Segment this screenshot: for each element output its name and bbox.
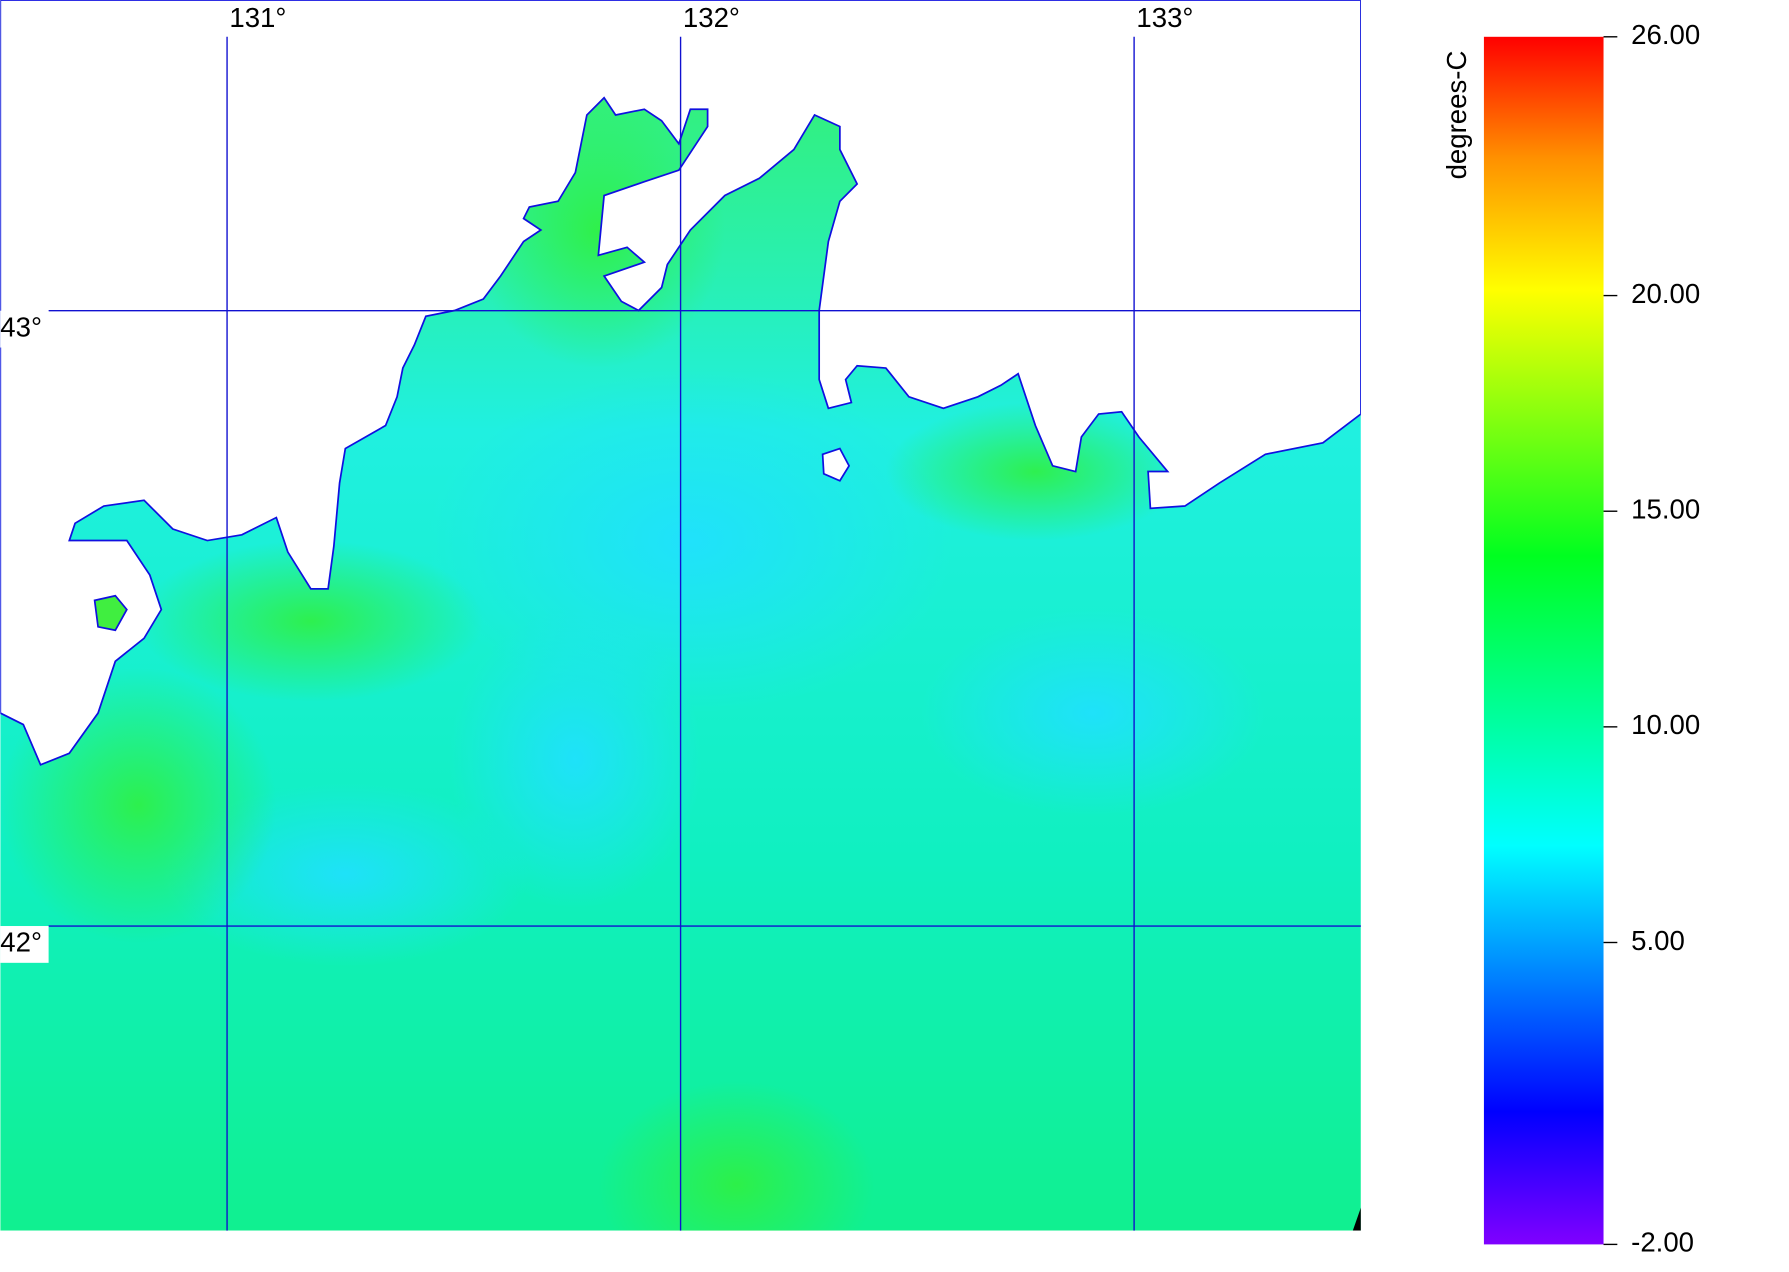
island-water [93,594,128,632]
graticule [48,36,1361,1231]
land-corner [1352,1207,1361,1231]
latitude-label: 42° [0,927,42,958]
latitude-label: 43° [0,311,42,342]
cold-eddy [920,609,1266,817]
label-background [0,926,49,963]
longitude-label: 133° [1136,2,1193,33]
labels: 131° 132° 133° 43° 42° 26.00 20.00 15.00 10.00 5.… [0,2,1700,1258]
warm-water [598,1081,875,1231]
longitude-label: 132° [683,2,740,33]
land [0,0,1361,766]
island [821,447,851,482]
warm-water [138,540,484,702]
label-background [0,310,49,348]
colorbar-tick-label: 15.00 [1631,494,1700,525]
colorbar-tick-label: 20.00 [1631,278,1700,309]
warm-water [885,402,1185,541]
longitude-label: 131° [229,2,286,33]
colorbar-tick-label: -2.00 [1631,1227,1694,1258]
colorbar-label: degrees-C [1441,51,1472,180]
cold-eddy [448,609,702,909]
colorbar [1483,36,1604,1245]
colorbar-tick-label: 26.00 [1631,19,1700,50]
colorbar-tick-label: 5.00 [1631,925,1685,956]
colorbar-tick-label: 10.00 [1631,709,1700,740]
